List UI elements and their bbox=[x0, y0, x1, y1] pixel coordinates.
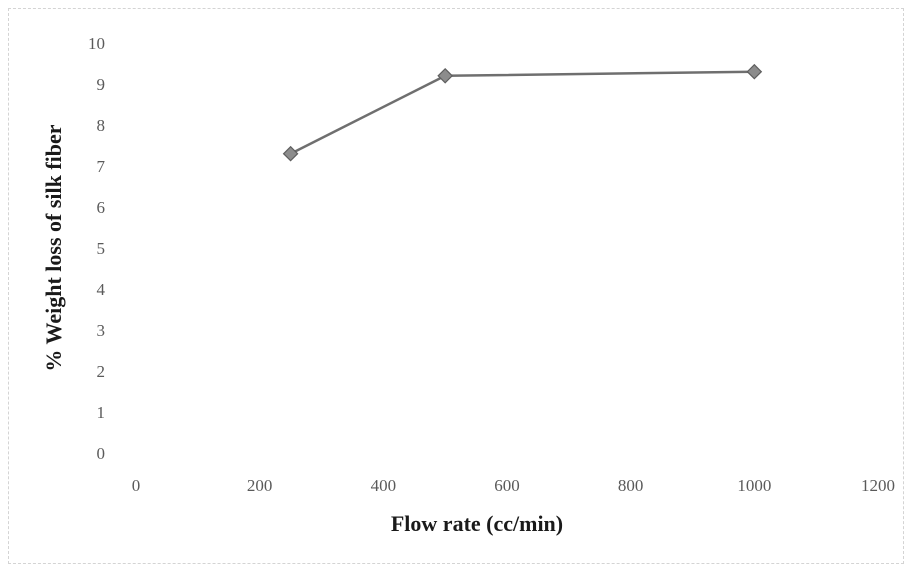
x-tick-label: 800 bbox=[618, 476, 644, 495]
y-tick-label: 2 bbox=[97, 362, 106, 381]
y-tick-label: 9 bbox=[97, 75, 106, 94]
y-tick-label: 3 bbox=[97, 321, 106, 340]
x-axis-title: Flow rate (cc/min) bbox=[391, 511, 563, 536]
x-axis-ticks: 0 200 400 600 800 1000 1200 bbox=[132, 476, 895, 495]
chart-svg: 0 1 2 3 4 5 6 7 8 9 10 0 200 400 600 800 1000 1200 Flow … bbox=[41, 34, 895, 536]
series-layer bbox=[282, 63, 763, 162]
series-line bbox=[290, 70, 755, 155]
chart-area: 0 1 2 3 4 5 6 7 8 9 10 0 200 400 600 800 1000 1200 Flow … bbox=[8, 8, 904, 564]
x-tick-label: 1200 bbox=[861, 476, 895, 495]
y-tick-label: 0 bbox=[97, 444, 106, 463]
y-tick-label: 1 bbox=[97, 403, 106, 422]
x-tick-label: 400 bbox=[371, 476, 397, 495]
x-tick-label: 600 bbox=[494, 476, 520, 495]
y-axis-ticks: 0 1 2 3 4 5 6 7 8 9 10 bbox=[88, 34, 106, 463]
y-tick-label: 10 bbox=[88, 34, 105, 53]
y-tick-label: 5 bbox=[97, 239, 106, 258]
data-point bbox=[282, 145, 299, 162]
x-tick-label: 1000 bbox=[737, 476, 771, 495]
y-tick-label: 4 bbox=[97, 280, 106, 299]
y-tick-label: 6 bbox=[97, 198, 106, 217]
data-point bbox=[437, 67, 454, 84]
y-tick-label: 7 bbox=[97, 157, 106, 176]
y-tick-label: 8 bbox=[97, 116, 106, 135]
data-point bbox=[746, 63, 763, 80]
x-tick-label: 0 bbox=[132, 476, 141, 495]
y-axis-title: % Weight loss of silk fiber bbox=[41, 124, 66, 371]
x-tick-label: 200 bbox=[247, 476, 273, 495]
